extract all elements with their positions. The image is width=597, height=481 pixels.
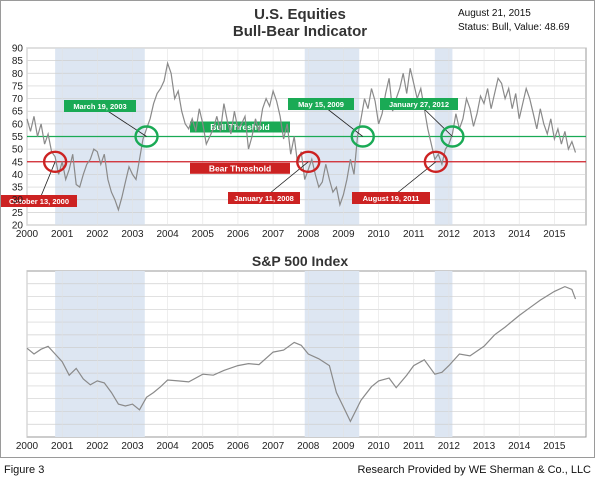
y-tick-label: 45 [12,157,24,168]
annotation-label: August 19, 2011 [363,194,420,203]
annotation-label: January 27, 2012 [389,100,449,109]
x-tick-label: 2006 [227,441,250,452]
y-tick-label: 40 [12,170,24,181]
y-tick-label: 75 [12,81,24,92]
info-date: August 21, 2015 [458,8,531,19]
y-tick-label: 90 [12,44,24,55]
shaded-period [304,271,360,437]
x-tick-label: 2008 [297,229,320,240]
bottom-series [26,285,577,423]
x-tick-label: 2000 [16,441,39,452]
x-tick-label: 2002 [86,441,109,452]
annotation-label-bg [288,98,354,110]
annotation-leader [38,161,56,202]
top-chart-title: U.S. Equities [254,6,346,23]
top-series [26,60,577,212]
bear-signal-circle [423,150,449,173]
bull-signal-circle [440,125,465,148]
y-tick-label: 35 [12,183,24,194]
x-tick-label: 2010 [367,441,390,452]
y-tick-label: 30 [12,195,24,206]
x-tick-label: 2009 [332,441,355,452]
x-tick-label: 2003 [121,441,144,452]
x-tick-label: 2004 [157,441,180,452]
top-x-tick-labels: 2000 2001 2002 2003 2004 2005 2006 2007 2008 2009… [16,229,566,240]
x-tick-label: 2012 [438,441,461,452]
bull-signal-circle [134,125,159,148]
x-tick-label: 2003 [121,229,144,240]
figure-label: Figure 3 [4,464,45,476]
annotation-label: March 19, 2003 [73,102,126,111]
signal-annotations: October 13, 2000 March 19, 2003 January 11… [1,98,465,207]
shaded-period [55,271,145,437]
x-tick-label: 2007 [262,229,285,240]
y-tick-label: 80 [12,69,24,80]
bear-threshold-label-bg [190,162,290,174]
annotation-label-bg [352,192,430,204]
x-tick-label: 2010 [367,229,390,240]
bear-signal-circle [42,150,68,173]
sp500-line [26,285,577,423]
figure-frame [0,0,595,458]
bull-bear-indicator-line [26,60,577,212]
x-tick-label: 2014 [508,441,531,452]
x-tick-label: 2005 [192,229,215,240]
x-tick-label: 2006 [227,229,250,240]
y-tick-label: 25 [12,208,24,219]
annotation-label: October 13, 2000 [9,197,69,206]
x-tick-label: 2007 [262,441,285,452]
x-tick-label: 2013 [473,229,496,240]
x-tick-label: 2002 [86,229,109,240]
x-tick-label: 2008 [297,441,320,452]
y-tick-label: 20 [12,221,24,232]
y-tick-label: 65 [12,107,24,118]
annotation-label-bg [1,195,77,207]
y-tick-label: 55 [12,132,24,143]
bottom-shaded-periods [55,271,453,437]
x-tick-label: 2015 [543,229,566,240]
annotation-label-bg [64,100,136,112]
top-chart-subtitle: Bull-Bear Indicator [233,23,367,40]
bear-signal-circle [296,150,321,173]
x-tick-label: 2009 [332,229,355,240]
x-tick-label: 2012 [438,229,461,240]
bear-threshold-label: Bear Threshold [209,163,271,173]
y-tick-label: 60 [12,119,24,130]
annotation-label-bg [228,192,300,204]
bottom-chart-title: S&P 500 Index [252,253,348,269]
y-tick-label: 50 [12,145,24,156]
x-tick-label: 2000 [16,229,39,240]
x-tick-label: 2001 [51,441,74,452]
y-tick-label: 85 [12,56,24,67]
x-tick-label: 2005 [192,441,215,452]
x-tick-label: 2014 [508,229,531,240]
shaded-period [434,271,453,437]
x-tick-label: 2004 [157,229,180,240]
x-tick-label: 2013 [473,441,496,452]
bottom-grid [26,271,586,437]
x-tick-label: 2001 [51,229,74,240]
x-tick-label: 2011 [403,229,425,240]
x-tick-label: 2011 [403,441,425,452]
bull-signal-circle [350,125,375,148]
y-tick-label: 70 [12,94,24,105]
x-tick-label: 2015 [543,441,566,452]
annotation-label: January 11, 2008 [234,194,294,203]
annotation-label-bg [380,98,458,110]
info-status: Status: Bull, Value: 48.69 [458,22,570,33]
annotation-label: May 15, 2009 [298,100,344,109]
sp500-chart: 2000 2001 2002 2003 2004 2005 2006 2007 2008 2009… [16,253,587,452]
credit-text: Research Provided by WE Sherman & Co., L… [357,464,591,476]
bottom-x-tick-labels: 2000 2001 2002 2003 2004 2005 2006 2007 2008 2009… [16,441,566,452]
